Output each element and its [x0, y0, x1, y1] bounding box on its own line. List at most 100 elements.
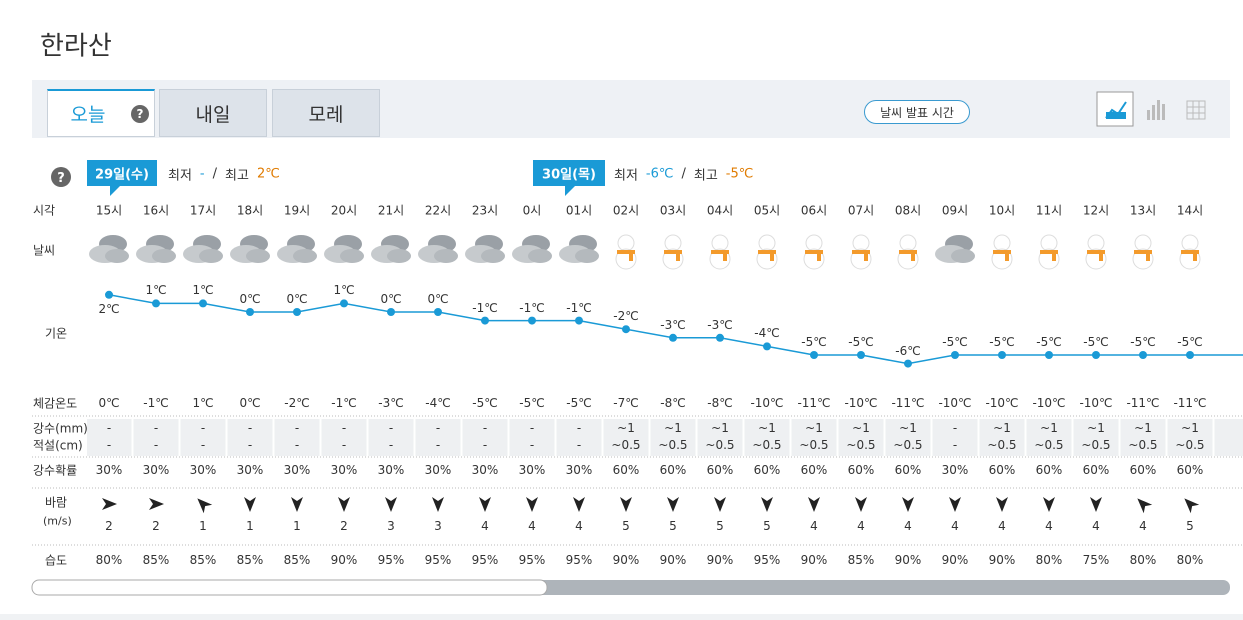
feels-like: 0℃	[239, 396, 261, 410]
precipitation: -	[576, 421, 582, 435]
snowman-scarf	[1181, 250, 1199, 261]
snowfall: -	[247, 438, 253, 452]
temperature-point	[1186, 351, 1194, 359]
humidity: 95%	[753, 553, 781, 567]
hour-label: 17시	[189, 203, 217, 218]
precip-probability: 30%	[941, 463, 969, 477]
precipitation: -	[106, 421, 112, 435]
precip-probability: 30%	[95, 463, 123, 477]
wind-speed: 1	[246, 519, 254, 533]
wind-speed: 4	[528, 519, 536, 533]
snowman-scarf	[1040, 250, 1058, 261]
wind-arrow	[1043, 497, 1055, 512]
humidity: 95%	[471, 553, 499, 567]
bar-view-button[interactable]	[1147, 100, 1165, 120]
scroll-thumb[interactable]	[31, 579, 548, 596]
precipitation: -	[341, 421, 347, 435]
precipitation: ~1	[993, 421, 1011, 435]
humidity: 95%	[518, 553, 546, 567]
row-label: 강수(mm)	[33, 421, 88, 436]
wind-arrow	[1184, 498, 1200, 514]
precip-probability: 60%	[706, 463, 734, 477]
wind-arrow	[667, 497, 679, 512]
feels-like: 0℃	[98, 396, 120, 410]
table-view-button[interactable]	[1186, 100, 1206, 120]
help-icon[interactable]	[131, 105, 149, 123]
temperature-label: -5℃	[942, 335, 968, 349]
temperature-label: -5℃	[1177, 335, 1203, 349]
wind-speed: 5	[763, 519, 771, 533]
precipitation: -	[435, 421, 441, 435]
wind-speed: 4	[575, 519, 583, 533]
row-label: 날씨	[33, 243, 56, 258]
temperature-point	[716, 333, 724, 342]
announce-button[interactable]: 날씨 발표 시간	[864, 100, 970, 124]
snowfall: -	[388, 438, 394, 452]
snowman-scarf	[711, 250, 729, 261]
precipitation: -	[247, 421, 253, 435]
row-label: 시각	[33, 203, 56, 218]
feels-like: -3℃	[378, 396, 404, 410]
precip-probability: 30%	[471, 463, 499, 477]
help-icon[interactable]	[51, 167, 71, 187]
wind-arrow	[1090, 497, 1102, 512]
cloud-front	[481, 249, 505, 263]
wind-arrow	[291, 497, 303, 512]
wind-arrow	[149, 498, 164, 510]
feels-like: -11℃	[1126, 396, 1160, 410]
tab-day-after[interactable]: 모레	[272, 89, 380, 137]
precip-probability: 30%	[142, 463, 170, 477]
humidity: 90%	[612, 553, 640, 567]
precipitation: -	[153, 421, 159, 435]
hour-label: 20시	[330, 203, 358, 218]
temperature-point	[857, 351, 865, 359]
day-min-label: 최저	[168, 168, 192, 184]
row-label: 습도	[45, 553, 68, 568]
tab-tomorrow[interactable]: 내일	[159, 89, 267, 137]
humidity: 90%	[659, 553, 687, 567]
footer-strip	[0, 614, 1243, 620]
hour-label: 07시	[847, 203, 875, 218]
temperature-point	[622, 325, 630, 334]
temperature-label: -3℃	[707, 317, 733, 332]
precipitation: -	[200, 421, 206, 435]
humidity: 75%	[1082, 553, 1110, 567]
wind-speed: 3	[434, 519, 442, 533]
precip-probability: 60%	[753, 463, 781, 477]
feels-like: -10℃	[1032, 396, 1066, 410]
tab-label: 모레	[308, 103, 344, 126]
hour-label: 04시	[706, 203, 734, 218]
date-label: 30일(목)	[542, 167, 596, 183]
wind-speed: 4	[1045, 519, 1053, 533]
temperature-point	[763, 342, 771, 351]
row-label: 체감온도	[33, 396, 78, 411]
line-view-button[interactable]	[1096, 91, 1134, 127]
snowman-scarf	[993, 250, 1011, 261]
precip-probability: 30%	[565, 463, 593, 477]
hour-label: 22시	[424, 203, 452, 218]
cloud-front	[199, 249, 223, 263]
temperature-label: -5℃	[801, 335, 827, 349]
hour-label: 08시	[894, 203, 922, 218]
precipitation: ~1	[758, 421, 776, 435]
line-icon	[1106, 112, 1126, 119]
row-label: 강수확률	[33, 463, 78, 478]
hour-label: 23시	[471, 203, 499, 218]
wind-speed: 2	[152, 519, 160, 533]
row-label: (m/s)	[43, 514, 72, 528]
temperature-label: -1℃	[519, 300, 545, 315]
snowfall: ~0.5	[1128, 438, 1158, 452]
precipitation: ~1	[805, 421, 823, 435]
snowman-scarf	[1087, 250, 1105, 261]
hour-label: 21시	[377, 203, 405, 218]
precip-band	[87, 419, 1243, 456]
feels-like: -11℃	[797, 396, 831, 410]
precipitation: -	[529, 421, 535, 435]
precip-probability: 30%	[189, 463, 217, 477]
precip-probability: 30%	[377, 463, 405, 477]
snowman-scarf	[805, 250, 823, 261]
hour-label: 03시	[659, 203, 687, 218]
wind-arrow	[432, 497, 444, 512]
temperature-label: -5℃	[1083, 335, 1109, 349]
